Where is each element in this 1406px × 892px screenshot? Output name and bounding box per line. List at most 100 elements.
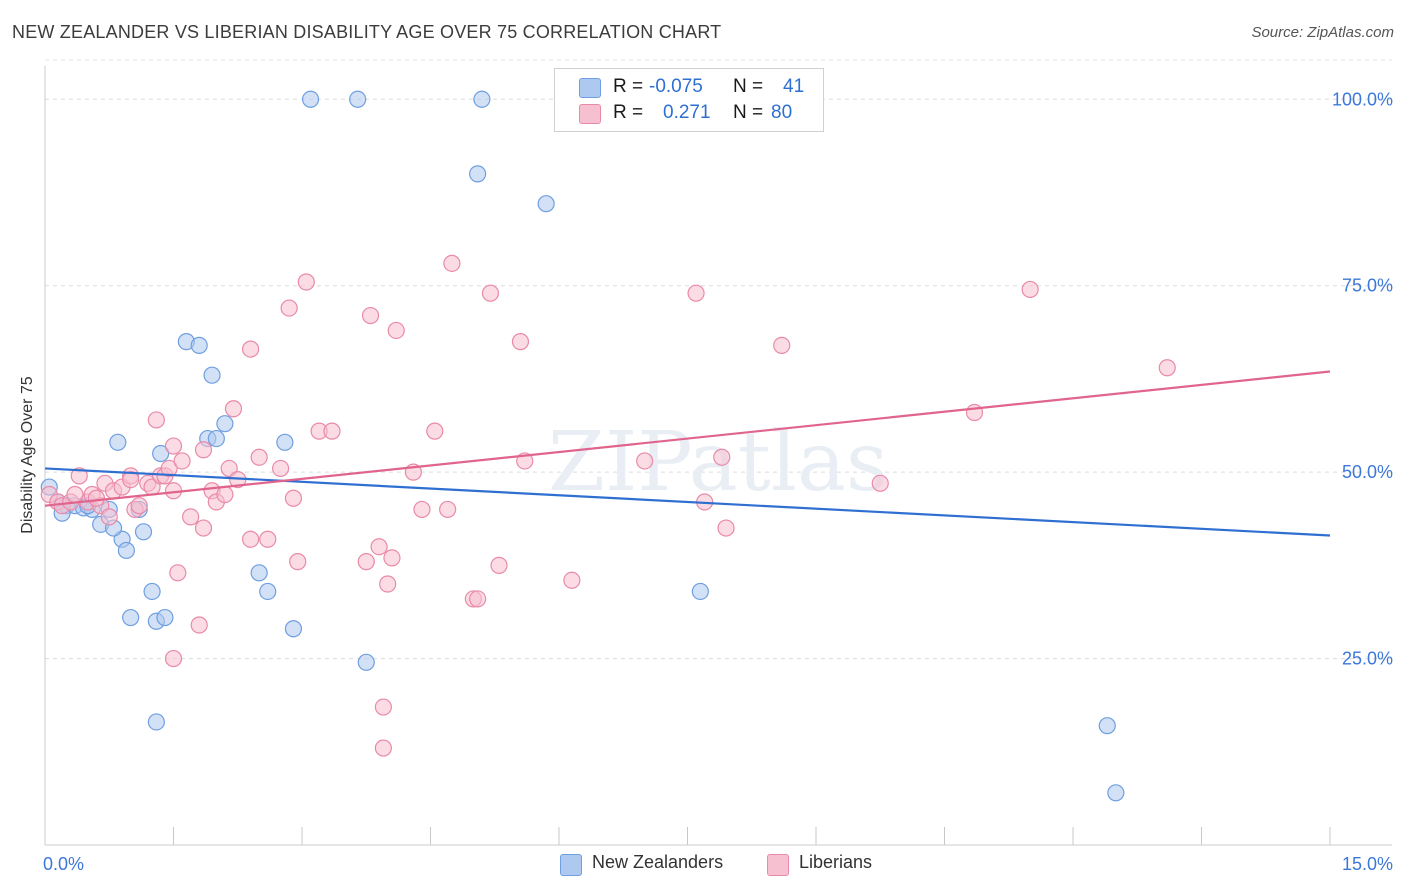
point-liberians — [636, 452, 654, 470]
point-liberians — [70, 467, 88, 485]
point-liberians — [374, 698, 392, 716]
point-liberians — [271, 459, 290, 478]
point-liberians — [87, 489, 106, 507]
point-liberians — [280, 299, 298, 317]
legend-n-value: 41 — [783, 76, 805, 97]
legend-n-value: 80 — [771, 102, 793, 123]
point-new-zealanders — [1098, 717, 1116, 735]
bottom-legend-new-zealanders: New Zealanders — [592, 852, 724, 872]
point-liberians — [323, 422, 341, 440]
point-new-zealanders — [691, 582, 709, 601]
x-tick-label: 15.0% — [1342, 854, 1393, 874]
point-liberians — [379, 575, 397, 593]
point-new-zealanders — [259, 582, 277, 601]
y-tick-label: 50.0% — [1342, 462, 1393, 482]
point-liberians — [374, 739, 392, 757]
point-new-zealanders — [469, 165, 487, 183]
y-tick-label: 100.0% — [1332, 89, 1393, 109]
point-liberians — [490, 556, 508, 574]
y-tick-label: 25.0% — [1342, 649, 1393, 669]
point-new-zealanders — [122, 608, 140, 627]
point-liberians — [130, 497, 148, 515]
point-liberians — [194, 441, 213, 459]
point-liberians — [164, 437, 183, 455]
point-new-zealanders — [134, 523, 153, 541]
point-liberians — [361, 306, 380, 325]
point-liberians — [965, 403, 984, 422]
point-liberians — [147, 411, 165, 429]
point-new-zealanders — [250, 564, 268, 582]
point-liberians — [563, 571, 581, 589]
point-liberians — [387, 321, 405, 340]
point-liberians — [687, 284, 705, 302]
point-liberians — [164, 649, 183, 668]
point-liberians — [370, 538, 388, 556]
tick-labels: 25.0% 50.0% 75.0% 100.0% 0.0% 15.0% — [43, 89, 1393, 874]
point-liberians — [160, 459, 178, 478]
legend-row-liberians: R = 0.271 N = 80 — [555, 102, 823, 126]
point-new-zealanders — [156, 608, 174, 627]
point-liberians — [242, 530, 260, 548]
bottom-legend-liberians: Liberians — [799, 852, 873, 872]
y-axis-title: Disability Age Over 75 — [19, 376, 36, 534]
trend-lines — [44, 370, 1331, 537]
data-points — [40, 90, 1176, 802]
point-new-zealanders — [152, 444, 170, 463]
point-new-zealanders — [143, 582, 161, 601]
point-new-zealanders — [147, 713, 165, 731]
point-liberians — [169, 564, 187, 582]
point-liberians — [383, 549, 401, 567]
point-liberians — [413, 500, 431, 519]
point-new-zealanders — [1107, 784, 1125, 802]
legend-swatch-liberians — [579, 104, 601, 124]
point-liberians — [717, 519, 735, 537]
point-new-zealanders — [537, 195, 555, 213]
axes — [44, 66, 1392, 846]
source-label: Source: ZipAtlas.com — [1251, 24, 1394, 41]
legend-r-value: -0.075 — [649, 76, 703, 97]
y-tick-label: 75.0% — [1342, 276, 1393, 296]
legend-row-new-zealanders: R = -0.075 N = 41 — [555, 76, 823, 100]
point-new-zealanders — [301, 90, 320, 108]
chart-title: NEW ZEALANDER VS LIBERIAN DISABILITY AGE… — [12, 22, 722, 42]
trend-line-liberians — [44, 370, 1331, 507]
point-liberians — [1021, 280, 1039, 299]
point-new-zealanders — [349, 90, 367, 108]
point-liberians — [773, 336, 791, 354]
legend-r-value: 0.271 — [663, 102, 711, 123]
point-liberians — [224, 400, 243, 418]
point-liberians — [259, 530, 277, 548]
point-new-zealanders — [357, 653, 375, 671]
point-liberians — [216, 485, 234, 504]
point-liberians — [190, 616, 208, 634]
legend-r-label: R = — [613, 76, 644, 97]
point-liberians — [357, 553, 375, 571]
point-liberians — [100, 508, 118, 526]
x-tick-label: 0.0% — [43, 854, 84, 874]
stats-legend: R = -0.075 N = 41 R = 0.271 N = 80 — [554, 68, 824, 132]
point-new-zealanders — [203, 366, 221, 384]
point-liberians — [713, 448, 731, 466]
point-liberians — [122, 471, 140, 489]
point-liberians — [250, 448, 268, 466]
point-liberians — [284, 489, 303, 507]
point-new-zealanders — [284, 620, 303, 638]
point-liberians — [439, 500, 457, 519]
point-liberians — [469, 590, 487, 608]
point-liberians — [289, 553, 307, 571]
point-liberians — [443, 254, 461, 272]
gridlines — [45, 59, 1392, 660]
point-liberians — [297, 273, 315, 291]
legend-r-label: R = — [613, 102, 644, 123]
point-new-zealanders — [109, 433, 127, 451]
point-new-zealanders — [216, 415, 234, 433]
point-liberians — [66, 485, 84, 504]
bottom-legend-swatch-new-zealanders — [560, 854, 582, 876]
point-liberians — [182, 508, 200, 526]
point-liberians — [1158, 359, 1176, 377]
legend-n-label: N = — [733, 76, 764, 97]
legend-swatch-new-zealanders — [579, 78, 601, 98]
legend-n-label: N = — [733, 102, 764, 123]
trend-line-new-zealanders — [44, 467, 1331, 537]
